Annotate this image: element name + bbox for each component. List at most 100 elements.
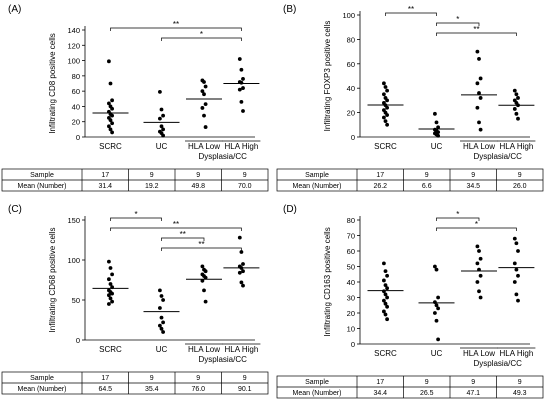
y-tick-label: 40 [347,278,355,287]
data-point [478,256,483,261]
table-row-label: Sample [305,172,329,179]
y-tick-label: 50 [347,263,355,272]
data-point [383,269,388,274]
table-cell: 26.2 [373,183,387,190]
data-point [108,127,113,132]
data-point [110,299,114,304]
data-point [382,309,386,314]
table-cell: 31.4 [98,183,112,190]
data-point [433,111,437,116]
data-point [385,295,389,300]
data-point [385,122,389,127]
data-point [203,84,208,89]
significance-label: * [200,30,203,39]
data-point [382,115,386,120]
table-cell: 90.1 [238,386,252,393]
x-category-label: UC [431,349,443,358]
panel-label: (D) [283,204,297,215]
data-point [385,286,389,291]
significance-bracket [110,217,162,221]
x-category-label: SCRC [374,349,397,358]
data-point [107,277,111,282]
data-point [477,289,481,294]
data-point [107,293,111,298]
chart-panel-2: (B) Infiltrating FOXP3 positive cells 0 20 4… [276,4,544,192]
significance-label: * [475,220,478,229]
data-point [239,280,244,285]
data-point [110,106,114,111]
table-cell: 49.8 [191,183,205,190]
data-point [478,273,483,278]
data-point [202,288,206,293]
data-point [434,120,439,125]
table-cell: 9 [196,375,200,382]
data-point [516,116,520,121]
data-point [516,96,520,100]
data-point [237,87,242,92]
table-cell: 9 [196,172,200,179]
table-row-label: Mean (Number) [17,183,66,190]
data-point [433,311,437,315]
data-point [383,292,388,297]
data-point [200,264,205,269]
data-point [107,124,111,129]
data-point [159,326,164,331]
data-point [514,111,519,116]
x-category-label: UC [156,345,168,354]
data-point [514,92,519,97]
x-category-label: HLA Low [463,142,495,151]
data-point [385,88,389,93]
data-point [158,323,162,328]
data-point [241,262,245,266]
data-point [161,330,166,334]
x-category-label: HLA High [500,349,534,358]
data-point [434,267,439,272]
y-tick-label: 20 [347,309,355,318]
data-point [383,85,388,89]
data-point [203,125,208,129]
data-point [512,280,517,284]
data-point [200,106,205,110]
data-point [239,80,244,85]
data-point [385,113,389,117]
data-point [108,118,113,123]
data-point [241,77,245,81]
data-point [385,317,389,322]
data-point [203,299,208,304]
x-category-label: HLA Low [188,142,220,151]
data-point [159,294,164,298]
data-point [200,89,205,94]
data-point [107,259,111,264]
data-point [477,91,481,95]
significance-bracket [436,217,480,221]
table-cell: 9 [425,379,429,386]
table-cell: 9 [243,375,247,382]
data-point [202,113,206,118]
table-cell: 9 [150,172,154,179]
panel-label: (B) [283,4,296,15]
y-axis-label: Infiltrating CD163 positive cells [323,227,332,336]
significance-bracket [161,237,205,241]
x-category-label: HLA High [225,345,259,354]
y-tick-label: 50 [72,296,80,305]
data-point [477,57,481,61]
data-point [237,270,242,275]
significance-bracket [385,12,437,16]
group-label: Dysplasia/CC [473,152,522,161]
y-tick-label: 100 [342,11,355,20]
data-point [436,133,440,138]
panel-label: (A) [8,4,21,15]
table-row-label: Sample [305,379,329,386]
table-cell: 17 [376,172,384,179]
data-point [512,236,517,241]
table-cell: 35.4 [145,386,159,393]
data-point [161,113,166,118]
significance-label: ** [180,230,186,239]
data-point [158,116,162,121]
table-row-label: Mean (Number) [292,183,341,190]
data-point [383,283,388,287]
significance-label: ** [198,240,204,249]
data-point [477,120,481,125]
data-point [512,261,517,266]
x-category-label: HLA Low [188,345,220,354]
